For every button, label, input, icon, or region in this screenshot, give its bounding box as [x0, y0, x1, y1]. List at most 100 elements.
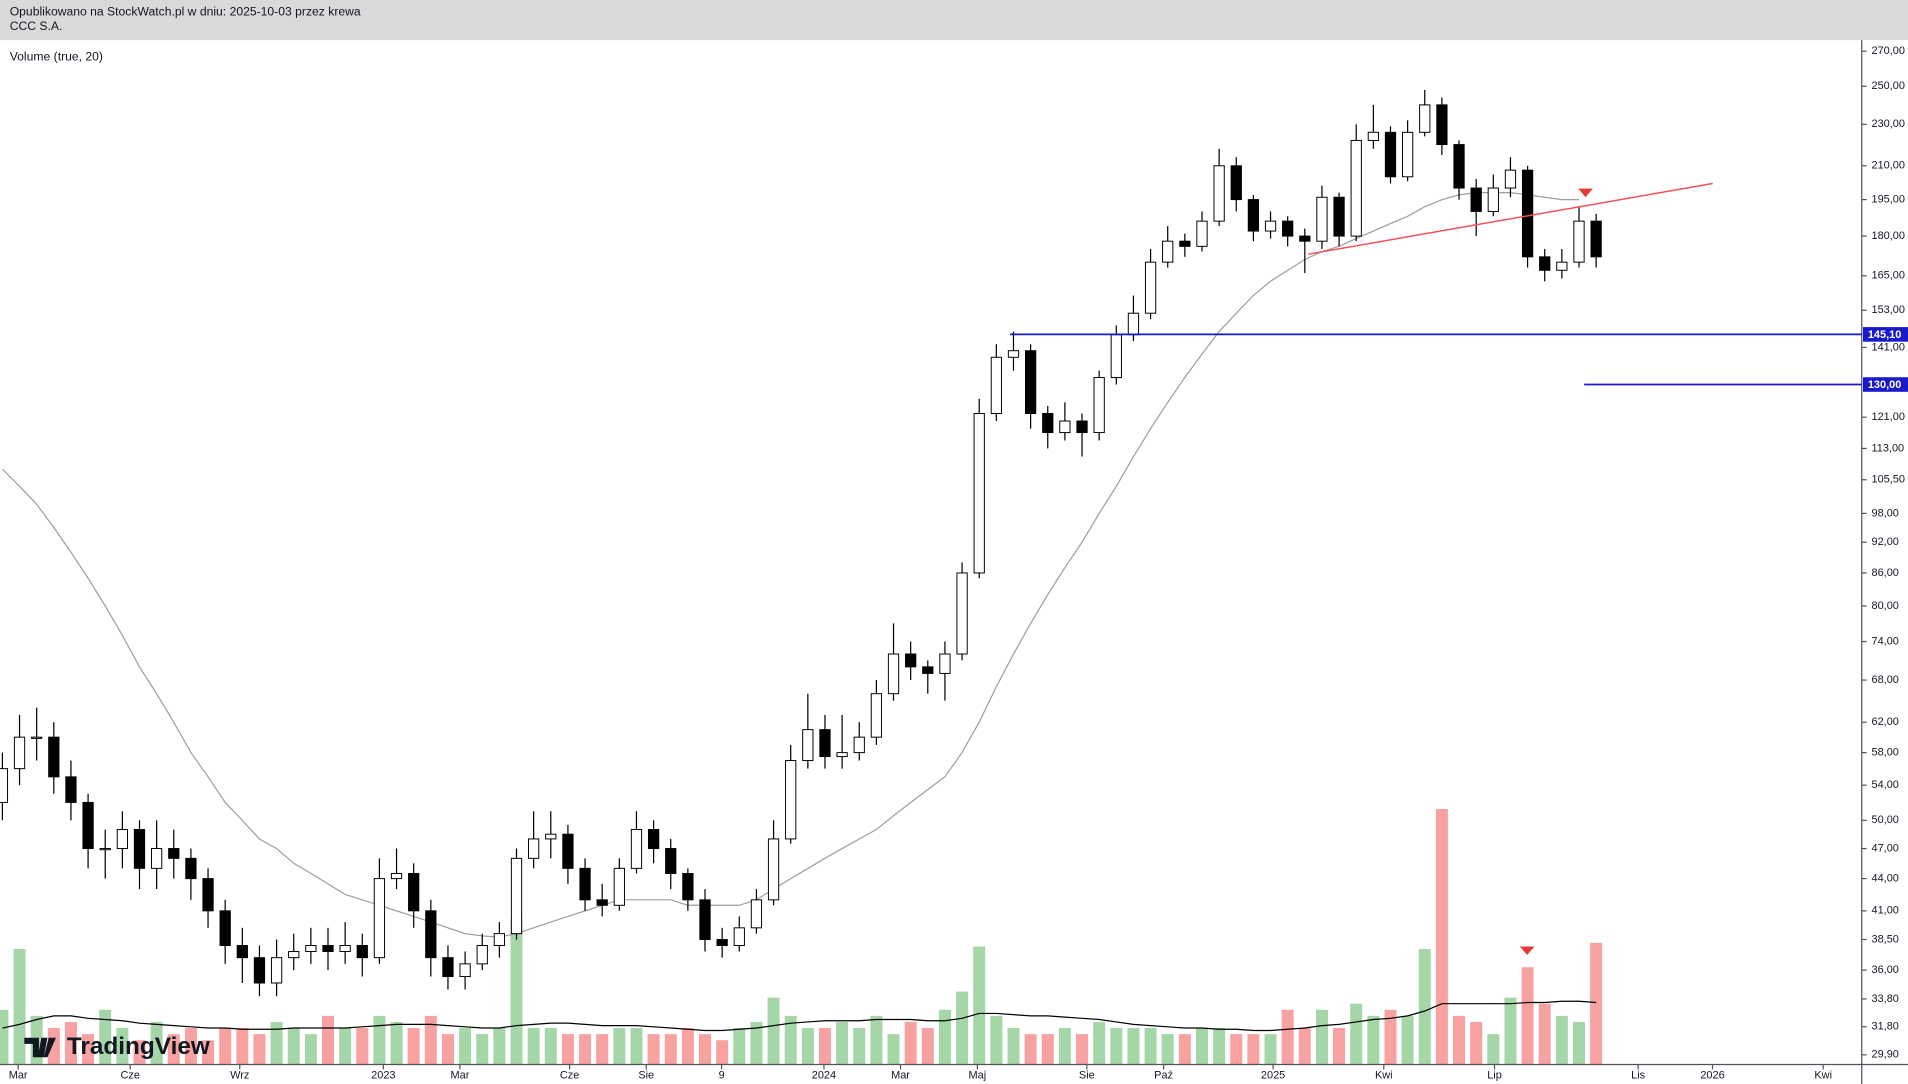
volume-bar — [476, 1034, 489, 1065]
candle-body — [236, 944, 248, 959]
y-tick-label: 165,00 — [1871, 270, 1904, 282]
candle-body — [1402, 131, 1414, 178]
plot-layer: 270,00 250,00 230,00 210,00 195,00 180,00 165,… — [0, 40, 1908, 1084]
candle-body — [1299, 235, 1311, 242]
volume-bar — [339, 1028, 352, 1065]
volume-bar — [784, 1015, 797, 1065]
volume-bar — [373, 1015, 386, 1065]
candle-body — [887, 653, 900, 695]
volume-bar — [1453, 1015, 1466, 1065]
candle-body — [510, 857, 523, 935]
level-label-box — [1862, 327, 1908, 342]
volume-bar — [1573, 1021, 1585, 1065]
candle-body — [1264, 220, 1277, 232]
volume-bar — [630, 1028, 643, 1065]
watermark: TradingView — [24, 1033, 210, 1060]
y-tick-label: 31,80 — [1871, 1021, 1898, 1033]
volume-bar — [887, 1034, 900, 1065]
candle-body — [1179, 240, 1191, 247]
volume-bar — [664, 1034, 677, 1065]
candle-body — [168, 848, 180, 859]
volume-bar — [133, 1040, 146, 1065]
volume-bar — [1178, 1034, 1191, 1065]
candle-body — [202, 878, 214, 912]
candle-body — [922, 666, 934, 674]
volume-bar — [253, 1034, 266, 1065]
candle-body — [1213, 165, 1225, 222]
candle-body — [270, 957, 283, 984]
volume-bar — [0, 1009, 9, 1065]
volume-bar — [561, 1034, 574, 1065]
volume-ma-line — [2, 1000, 1597, 1032]
volume-bar — [47, 1028, 60, 1065]
volume-bar — [544, 1028, 557, 1065]
volume-bar — [167, 1034, 180, 1065]
candle-body — [1573, 220, 1585, 263]
signal-marker — [1578, 188, 1593, 198]
y-tick-label: 230,00 — [1871, 118, 1904, 130]
volume-bar — [493, 1028, 506, 1065]
volume-bar — [938, 1009, 951, 1065]
volume-bar — [304, 1034, 317, 1065]
candle-body — [133, 829, 146, 869]
y-tick-label: 74,00 — [1871, 635, 1898, 647]
y-tick-label: 38,50 — [1871, 933, 1898, 945]
volume-bar — [1367, 1015, 1380, 1065]
volume-bar — [579, 1034, 592, 1065]
candle-body — [1024, 350, 1037, 414]
candle-body — [1076, 420, 1088, 434]
volume-bar — [613, 1028, 626, 1065]
volume-bar — [1487, 1034, 1500, 1065]
volume-bar — [390, 1021, 403, 1065]
volume-bar — [322, 1015, 334, 1065]
candle-body — [1282, 220, 1294, 237]
volume-bar — [1127, 1028, 1140, 1065]
volume-bar — [1058, 1028, 1071, 1065]
y-tick-label: 80,00 — [1871, 600, 1898, 612]
volume-bar — [64, 1021, 77, 1065]
volume-bar — [1230, 1034, 1243, 1065]
volume-bar — [527, 1028, 540, 1065]
candle-body — [836, 752, 848, 758]
candle-body — [1333, 196, 1345, 237]
x-tick-label: Kwi — [1814, 1069, 1832, 1081]
candle-body — [459, 963, 471, 978]
x-tick-label: Mar — [451, 1069, 470, 1081]
watermark-text: TradingView — [67, 1033, 210, 1060]
candle-body — [253, 957, 266, 984]
candle-body — [699, 899, 711, 941]
x-tick-label: Cze — [121, 1069, 140, 1081]
volume-bar — [1264, 1034, 1277, 1065]
signal-marker — [1519, 946, 1535, 956]
candle-body — [716, 939, 728, 946]
volume-bar — [956, 991, 969, 1065]
volume-bar — [681, 1028, 694, 1065]
volume-bar — [870, 1015, 883, 1065]
volume-bar — [596, 1034, 609, 1065]
volume-bar — [1281, 1009, 1294, 1065]
volume-bar — [1401, 1015, 1414, 1065]
volume-bar — [459, 1028, 472, 1065]
candle-body — [682, 872, 694, 901]
volume-bar — [716, 1040, 729, 1065]
x-tick-label: Kwi — [1375, 1069, 1393, 1081]
candle-body — [870, 693, 883, 738]
x-tick-label: Lip — [1487, 1069, 1502, 1081]
volume-bar — [1590, 942, 1603, 1065]
volume-bar — [904, 1021, 917, 1065]
x-tick-label: 2026 — [1700, 1069, 1724, 1081]
candle-body — [1162, 240, 1174, 263]
candle-body — [31, 736, 43, 739]
volume-bar — [767, 997, 780, 1065]
published-note: Opublikowano na StockWatch.pl w dniu: 20… — [10, 4, 361, 18]
candle-body — [339, 944, 351, 953]
candle-body — [65, 776, 77, 803]
volume-bar — [510, 918, 523, 1065]
candle-body — [1144, 261, 1157, 314]
x-tick-label: Mar — [891, 1069, 910, 1081]
candle-body — [1042, 412, 1054, 434]
volume-bar — [1093, 1021, 1106, 1065]
candle-body — [1367, 131, 1379, 141]
